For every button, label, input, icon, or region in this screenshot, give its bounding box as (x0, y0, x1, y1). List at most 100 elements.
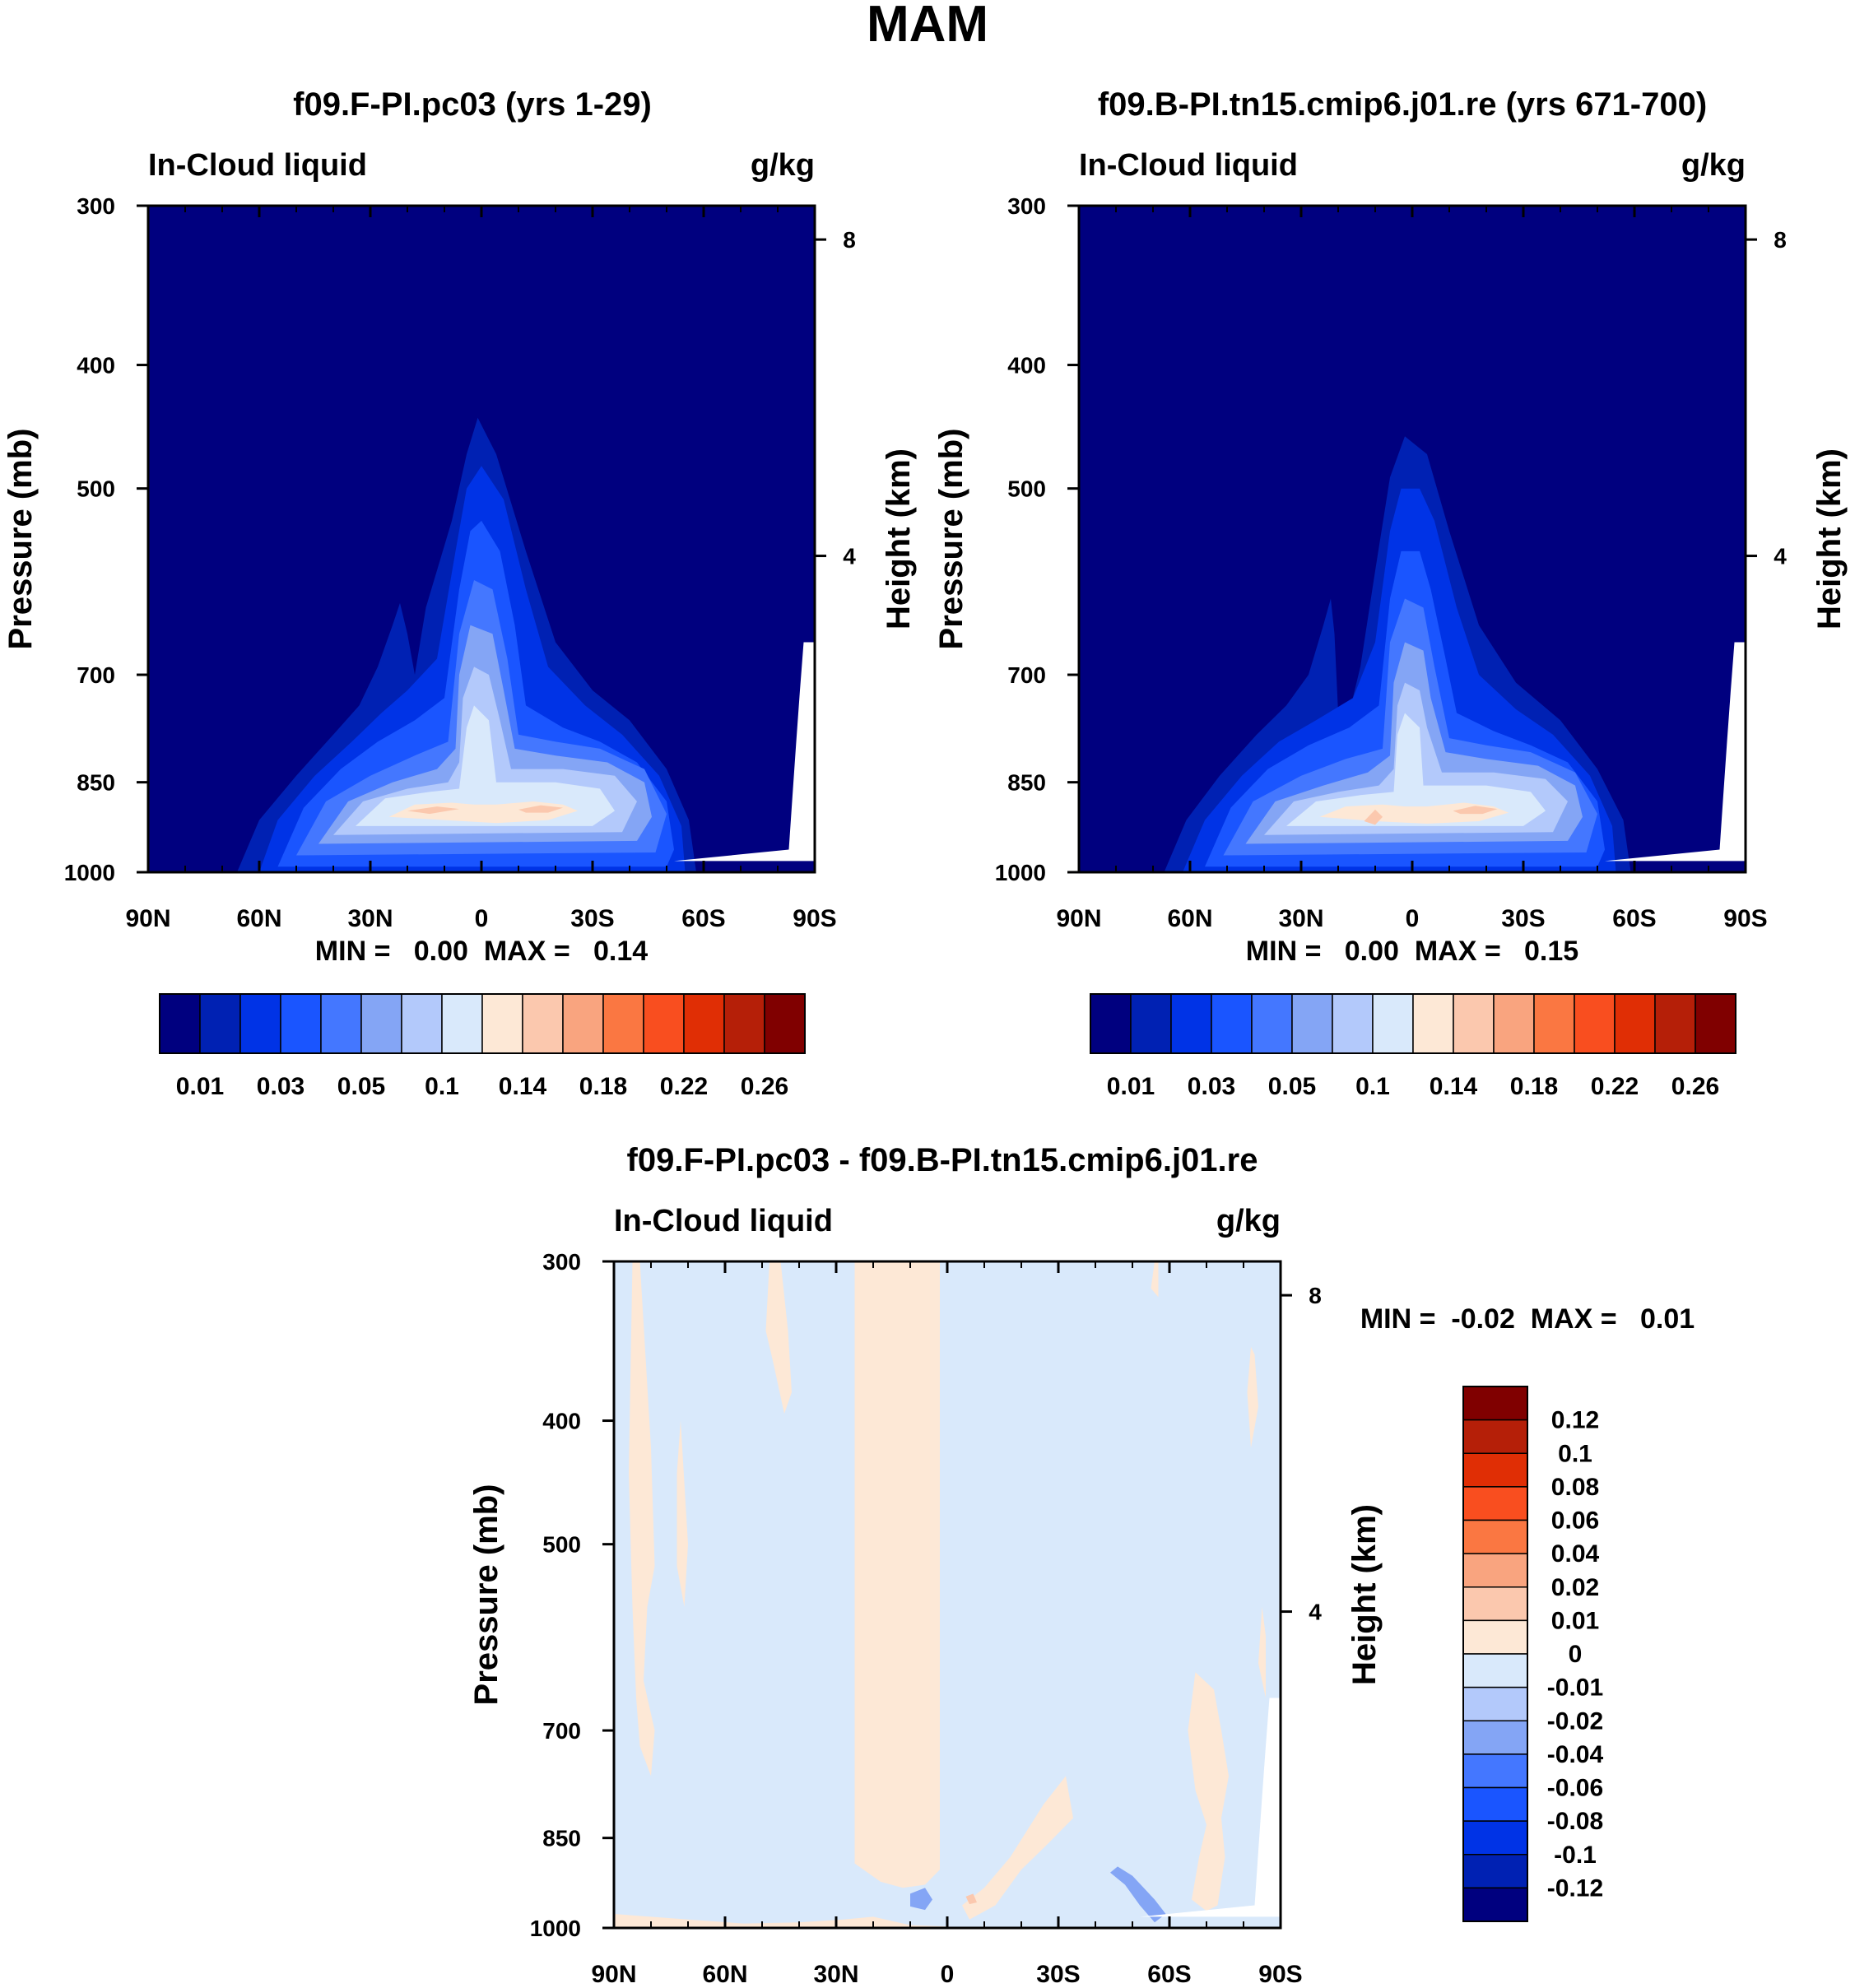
colorbar-box (1462, 1619, 1528, 1655)
colorbar-label: 0.18 (579, 1073, 627, 1100)
variable-label: In-Cloud liquid (148, 148, 367, 183)
colorbar-box (280, 993, 322, 1054)
y-tick-label: 1000 (995, 860, 1046, 885)
colorbar-box (239, 993, 281, 1054)
x-tick-label: 0 (941, 1961, 955, 1988)
x-tick-label: 30S (570, 905, 614, 932)
colorbar-label: 0.06 (1551, 1507, 1599, 1535)
y2-tick-label: 4 (843, 544, 856, 569)
y-axis-title: Pressure (mb) (933, 429, 969, 650)
contour-region-pos2 (965, 1893, 977, 1905)
min-max-stats: MIN = 0.00 MAX = 0.14 (315, 936, 648, 967)
contour-region-0.12 (518, 805, 563, 813)
colorbar-label: 0.02 (1551, 1574, 1599, 1601)
contour-region-pos (765, 1261, 792, 1414)
colorbar-label: 0.04 (1551, 1540, 1600, 1568)
y-tick-label: 500 (1007, 476, 1046, 502)
colorbar-frame (1462, 1386, 1528, 1922)
colorbar-box (643, 993, 685, 1054)
x-tick-label: 30N (813, 1961, 858, 1988)
contour-region-0.12 (1364, 809, 1383, 825)
colorbar-box (1462, 1786, 1528, 1822)
contour-region-pos (629, 1261, 655, 1777)
colorbar-box (1654, 993, 1696, 1054)
colorbar-box (1462, 1386, 1528, 1421)
colorbar-label: 0.22 (660, 1073, 708, 1100)
x-tick-label: 30S (1501, 905, 1545, 932)
y-tick-label: 850 (542, 1826, 581, 1851)
x-tick-label: 0 (475, 905, 489, 932)
y-tick-label: 300 (77, 193, 115, 219)
panel-title: f09.B-PI.tn15.cmip6.j01.re (yrs 671-700) (1098, 86, 1707, 123)
contour-region-pos (676, 1420, 688, 1607)
colorbar-label: -0.12 (1547, 1874, 1603, 1902)
x-tick-label: 90N (591, 1961, 636, 1988)
colorbar-label: -0.06 (1547, 1775, 1603, 1802)
x-tick-label: 30N (347, 905, 393, 932)
colorbar-label: 0.03 (1188, 1073, 1235, 1100)
colorbar-box (401, 993, 443, 1054)
contour-plot: 90N 60N 30N 0 30S 60S 90S 300 400 500 700 850 1000 8 4 (530, 1249, 1323, 1988)
panel-control: f09.F-PI.pc03 (yrs 1-29) In-Cloud liquid… (2, 86, 917, 1100)
y-tick-label: 1000 (64, 860, 115, 885)
colorbar-box (683, 993, 725, 1054)
y-tick-label: 500 (77, 476, 115, 502)
colorbar-box (1574, 993, 1616, 1054)
colorbar: 0.12 0.1 0.08 0.06 0.04 0.02 0.01 0 -0.01 -0.02 -0… (1462, 1386, 1604, 1922)
colorbar: 0.01 0.03 0.05 0.1 0.14 0.18 0.22 0.26 (159, 993, 806, 1100)
missing-data-mask (1140, 1698, 1281, 1917)
variable-label: In-Cloud liquid (1079, 148, 1298, 183)
colorbar-box (1251, 993, 1293, 1054)
contour-region-0.07 (356, 705, 615, 826)
contour-plot: 90N 60N 30N 0 30S 60S 90S 300 400 500 700 850 1000 8 4 (995, 193, 1788, 932)
colorbar-box (1462, 1553, 1528, 1588)
colorbar-box (199, 993, 241, 1054)
units-label: g/kg (1216, 1204, 1281, 1238)
colorbar-label: 0.26 (1671, 1073, 1719, 1100)
min-max-stats: MIN = 0.00 MAX = 0.15 (1246, 936, 1578, 967)
colorbar-label: -0.04 (1547, 1741, 1604, 1768)
colorbar-label: 0.26 (741, 1073, 788, 1100)
colorbar-box (1211, 993, 1253, 1054)
colorbar-label: 0.01 (1551, 1607, 1599, 1634)
colorbar-label: 0 (1569, 1641, 1583, 1668)
x-tick-label: 90S (793, 905, 836, 932)
colorbar-label: 0.22 (1591, 1073, 1639, 1100)
variable-label: In-Cloud liquid (614, 1204, 833, 1238)
colorbar-label: 0.01 (176, 1073, 224, 1100)
contour-region-pos (614, 1914, 984, 1928)
y-tick-label: 400 (77, 353, 115, 379)
x-tick-label: 60N (702, 1961, 747, 1988)
colorbar-box (602, 993, 644, 1054)
y2-axis-title: Height (km) (1346, 1504, 1383, 1685)
colorbar-box (1462, 1486, 1528, 1521)
colorbar-box (1170, 993, 1212, 1054)
x-tick-label: 60S (1147, 1961, 1191, 1988)
min-max-stats: MIN = -0.02 MAX = 0.01 (1360, 1303, 1695, 1335)
colorbar-box (1412, 993, 1454, 1054)
contour-region-0.07 (1286, 713, 1546, 826)
colorbar-box (723, 993, 765, 1054)
colorbar-label: 0.1 (1355, 1073, 1390, 1100)
contour-region-neg1 (910, 1888, 932, 1911)
x-tick-label: 60S (1612, 905, 1656, 932)
x-tick-label: 90N (125, 905, 170, 932)
colorbar-box (1130, 993, 1172, 1054)
colorbar-label: 0.14 (499, 1073, 547, 1100)
colorbar-box (1462, 1686, 1528, 1721)
colorbar-label: 0.1 (1558, 1440, 1592, 1467)
colorbar-box (1533, 993, 1575, 1054)
x-tick-label: 90S (1258, 1961, 1302, 1988)
colorbar-label: 0.08 (1551, 1474, 1599, 1501)
contour-region-pos (1151, 1261, 1159, 1298)
panel-test: f09.B-PI.tn15.cmip6.j01.re (yrs 671-700)… (933, 86, 1848, 1100)
panel-title: f09.F-PI.pc03 - f09.B-PI.tn15.cmip6.j01.… (627, 1142, 1258, 1178)
y-tick-label: 850 (77, 770, 115, 796)
colorbar-box (1332, 993, 1374, 1054)
colorbar-box (522, 993, 564, 1054)
colorbar-box (1462, 1887, 1528, 1922)
x-tick-label: 30S (1036, 1961, 1080, 1988)
colorbar-label: 0.03 (257, 1073, 305, 1100)
y-tick-label: 300 (1007, 193, 1046, 219)
